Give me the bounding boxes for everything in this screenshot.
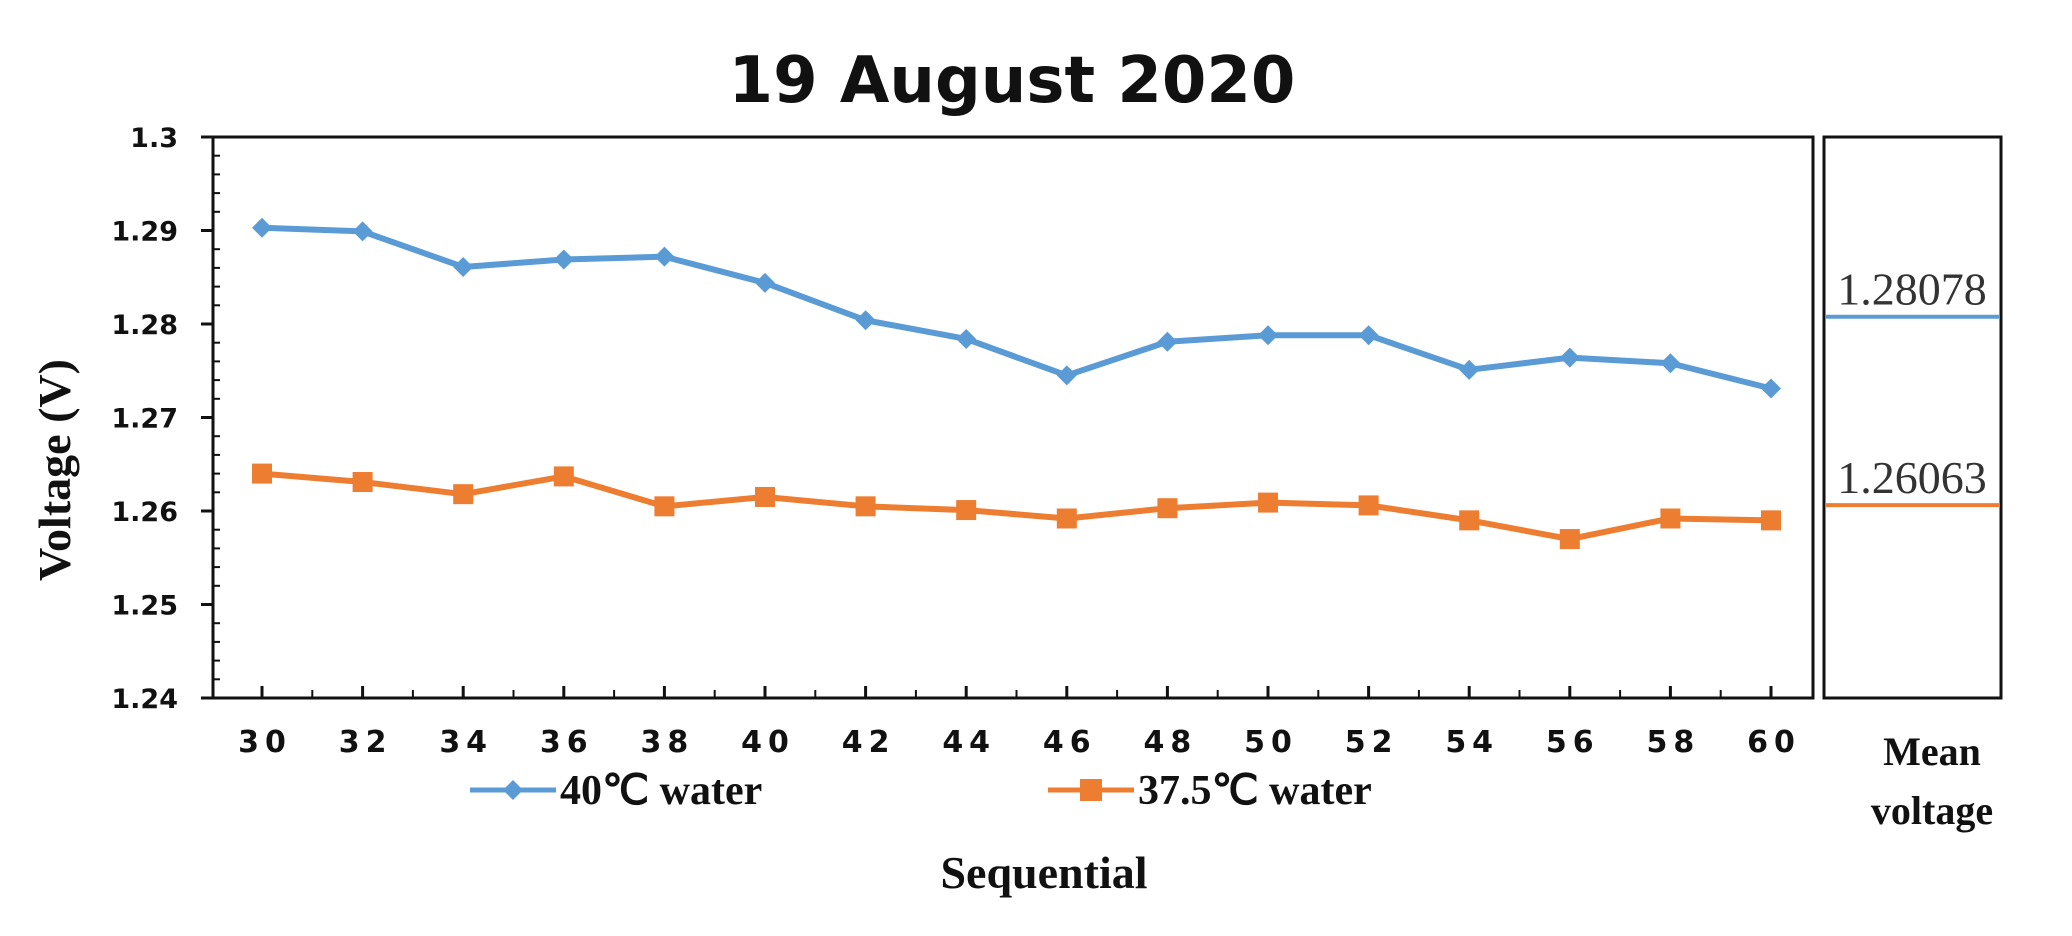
legend-label-1: 40℃ water xyxy=(560,768,762,814)
y-tick-label: 1.25 xyxy=(111,591,178,622)
legend: 40℃ water 37.5℃ water xyxy=(470,768,1372,814)
data-point-diamond xyxy=(654,246,675,267)
x-tick-label: 40 xyxy=(741,725,795,760)
series-lines xyxy=(261,224,1772,543)
data-point-square xyxy=(453,484,474,505)
data-point-square xyxy=(956,500,977,521)
data-point-square xyxy=(1459,510,1480,531)
x-tick-label: 42 xyxy=(842,725,896,760)
legend-label-2: 37.5℃ water xyxy=(1138,768,1372,814)
series-line-1 xyxy=(261,224,1772,392)
y-tick-label: 1.28 xyxy=(111,310,178,341)
x-tick-label: 38 xyxy=(641,725,695,760)
data-point-square xyxy=(1660,508,1681,529)
data-point-diamond xyxy=(956,328,977,349)
data-point-diamond xyxy=(855,310,876,331)
data-point-diamond xyxy=(1056,365,1077,386)
data-point-diamond xyxy=(1559,347,1580,368)
x-tick-label: 50 xyxy=(1244,725,1298,760)
x-axis-ticks: 30 32 34 36 38 40 42 44 46 48 50 52 54 56 58 60 xyxy=(238,686,1801,760)
mean-voltage-panel: 1.28078 1.26063 xyxy=(1825,264,2000,508)
data-point-square xyxy=(1157,498,1178,519)
data-point-square xyxy=(1258,492,1278,513)
mean-panel-label-line1: Mean xyxy=(1883,729,1981,774)
mean-panel-label-line2: voltage xyxy=(1871,788,1993,833)
data-point-diamond xyxy=(1761,378,1781,399)
x-tick-label: 32 xyxy=(339,725,393,760)
mean-panel-frame xyxy=(1822,135,2003,700)
series-markers xyxy=(252,217,1781,550)
series-line-2 xyxy=(261,470,1772,543)
legend-marker-diamond xyxy=(503,780,523,800)
data-point-square xyxy=(1056,508,1077,529)
y-axis-ticks: 1.24 1.25 1.26 1.27 1.28 1.29 1.3 xyxy=(111,123,220,715)
x-tick-label: 56 xyxy=(1546,725,1600,760)
legend-marker-square xyxy=(1080,779,1102,801)
data-point-diamond xyxy=(755,272,775,293)
data-point-square xyxy=(1358,495,1379,516)
data-point-square xyxy=(1761,510,1781,531)
x-tick-label: 30 xyxy=(238,725,292,760)
data-point-square xyxy=(755,486,775,507)
data-point-diamond xyxy=(553,249,574,270)
data-point-diamond xyxy=(352,221,373,242)
data-point-diamond xyxy=(453,256,474,277)
x-axis-label: Sequential xyxy=(940,847,1147,898)
x-tick-label: 60 xyxy=(1747,725,1801,760)
x-tick-label: 46 xyxy=(1043,725,1097,760)
data-point-square xyxy=(553,466,574,487)
data-point-diamond xyxy=(1459,359,1480,380)
y-tick-label: 1.3 xyxy=(130,123,178,154)
y-tick-label: 1.26 xyxy=(111,497,178,528)
y-tick-label: 1.29 xyxy=(111,217,178,248)
data-point-diamond xyxy=(1258,325,1278,346)
y-tick-label: 1.27 xyxy=(111,404,178,435)
mean-value-label-2: 1.26063 xyxy=(1837,452,1987,503)
plot-area-frame xyxy=(211,135,1815,700)
x-tick-label: 34 xyxy=(439,725,493,760)
data-point-square xyxy=(855,496,876,517)
data-point-square xyxy=(252,463,272,484)
x-tick-label: 44 xyxy=(942,725,996,760)
x-tick-label: 58 xyxy=(1647,725,1701,760)
chart-title: 19 August 2020 xyxy=(729,44,1296,118)
x-tick-label: 48 xyxy=(1144,725,1198,760)
data-point-square xyxy=(352,472,373,493)
data-point-diamond xyxy=(252,217,272,238)
x-tick-label: 36 xyxy=(540,725,594,760)
data-point-square xyxy=(654,496,675,517)
y-tick-label: 1.24 xyxy=(111,684,178,715)
data-point-diamond xyxy=(1660,353,1681,374)
x-tick-label: 54 xyxy=(1445,725,1499,760)
data-point-square xyxy=(1559,529,1580,550)
data-point-diamond xyxy=(1358,325,1379,346)
data-point-diamond xyxy=(1157,331,1178,352)
y-axis-label: Voltage (V) xyxy=(29,359,80,581)
mean-value-label-1: 1.28078 xyxy=(1837,264,1987,315)
x-tick-label: 52 xyxy=(1345,725,1399,760)
